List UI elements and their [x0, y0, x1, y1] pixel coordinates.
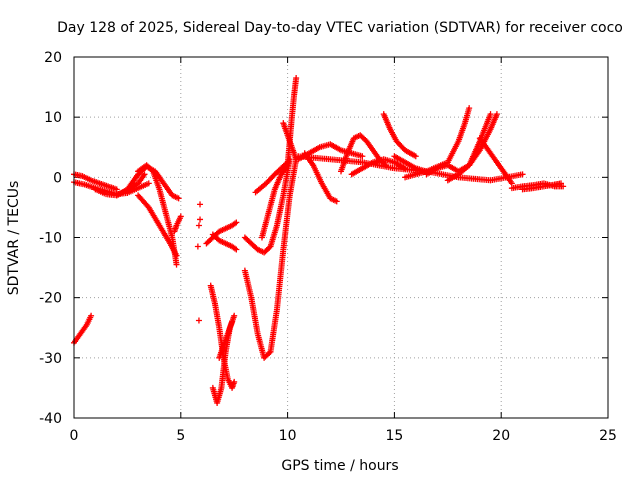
data-point	[175, 195, 182, 202]
data-point	[333, 198, 340, 205]
data-point	[171, 228, 178, 235]
data-point	[233, 219, 240, 226]
plot-frame	[73, 56, 609, 419]
y-tick-label: 20	[44, 50, 62, 66]
grid	[74, 57, 608, 418]
isolated-data-point	[197, 201, 204, 208]
data-point	[412, 153, 419, 160]
data-point	[382, 162, 389, 169]
data-point	[231, 312, 238, 319]
data-point	[493, 111, 500, 118]
data-point	[519, 171, 526, 178]
data-point	[381, 161, 388, 168]
data-point	[231, 378, 238, 385]
y-tick-label: -30	[39, 351, 62, 367]
x-tick-label: 20	[492, 428, 510, 444]
data-point	[466, 105, 473, 112]
data-point	[293, 75, 300, 82]
x-tick-label: 25	[599, 428, 617, 444]
data-point	[141, 171, 148, 178]
x-tick-label: 5	[176, 428, 185, 444]
data-point	[233, 246, 240, 253]
data-points	[71, 75, 567, 406]
chart-title: Day 128 of 2025, Sidereal Day-to-day VTE…	[57, 20, 623, 36]
data-point	[145, 180, 152, 187]
x-tick-label: 10	[279, 428, 297, 444]
isolated-data-point	[194, 243, 201, 250]
y-axis-label: SDTVAR / TECUs	[6, 181, 22, 296]
x-tick-label: 0	[70, 428, 79, 444]
y-tick-label: -10	[39, 231, 62, 247]
data-point	[266, 350, 273, 357]
x-axis-label: GPS time / hours	[281, 458, 398, 474]
axis-ticks: 0 5 10 15 20 25 -40 -30 -20 -10 0 10 20	[39, 50, 617, 444]
data-point	[88, 312, 95, 319]
y-tick-label: 0	[53, 170, 62, 186]
y-tick-label: -40	[39, 411, 62, 427]
data-point	[487, 111, 494, 118]
data-point	[148, 167, 155, 174]
isolated-data-point	[195, 317, 202, 324]
isolated-data-point	[195, 222, 202, 229]
data-point	[560, 183, 567, 190]
isolated-data-point	[197, 216, 204, 223]
y-tick-label: 10	[44, 110, 62, 126]
y-tick-label: -20	[39, 291, 62, 307]
data-point	[229, 318, 236, 325]
data-point	[402, 165, 409, 172]
data-point	[558, 180, 565, 187]
data-point	[173, 261, 180, 268]
data-point	[173, 252, 180, 259]
data-point	[359, 153, 366, 160]
x-tick-label: 15	[385, 428, 403, 444]
